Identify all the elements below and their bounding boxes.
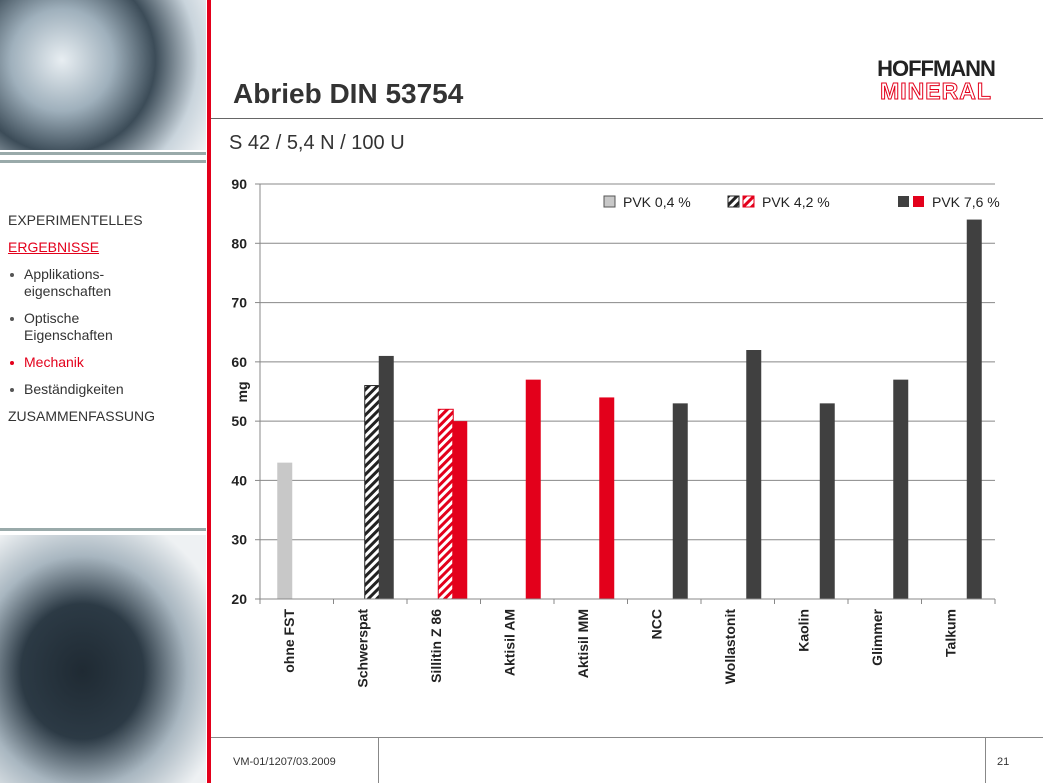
x-tick-label: Wollastonit — [722, 609, 738, 685]
separator — [985, 738, 986, 783]
x-tick-label: NCC — [648, 609, 664, 639]
nav-item[interactable]: Beständigkeiten — [8, 381, 154, 398]
page-number: 21 — [997, 756, 1009, 768]
nav-text: EXPERIMENTELLES — [8, 212, 143, 228]
bar — [526, 380, 541, 599]
legend-label: PVK 7,6 % — [932, 194, 1000, 210]
footer: VM-01/1207/03.2009 21 — [211, 737, 1043, 783]
bar — [820, 403, 835, 599]
nav-text: ZUSAMMENFASSUNG — [8, 408, 155, 424]
nav-text: ERGEBNISSE — [8, 239, 99, 255]
bullet — [10, 388, 14, 392]
legend-swatch — [898, 196, 909, 207]
legend-swatch — [728, 196, 739, 207]
nav-item[interactable]: ERGEBNISSE — [8, 239, 203, 256]
bar — [599, 397, 614, 599]
nav-text: Mechanik — [24, 354, 84, 370]
bullet — [10, 317, 14, 321]
x-tick-label: Aktisil AM — [501, 609, 517, 676]
navigation: EXPERIMENTELLES ERGEBNISSE Applikations- e… — [8, 212, 203, 435]
bar — [365, 386, 380, 599]
slide-subtitle: S 42 / 5,4 N / 100 U — [229, 132, 405, 155]
y-tick-label: 80 — [231, 235, 247, 251]
logo-text: MINERAL — [856, 80, 1016, 102]
nav-text: Beständigkeiten — [24, 381, 124, 397]
x-tick-label: Talkum — [942, 609, 958, 657]
x-tick-label: Schwerspat — [354, 609, 370, 688]
y-tick-label: 20 — [231, 591, 247, 607]
y-tick-label: 70 — [231, 295, 247, 311]
y-tick-label: 30 — [231, 532, 247, 548]
x-tick-label: Kaolin — [795, 609, 811, 652]
rule — [211, 118, 1043, 119]
y-tick-label: 90 — [231, 176, 247, 192]
logo-text: HOFFMANN — [856, 58, 1016, 80]
y-tick-label: 60 — [231, 354, 247, 370]
bar — [967, 220, 982, 599]
legend-swatch — [913, 196, 924, 207]
nav-item[interactable]: EXPERIMENTELLES — [8, 212, 203, 229]
bar — [673, 403, 688, 599]
sidebar: EXPERIMENTELLES ERGEBNISSE Applikations- e… — [0, 0, 206, 783]
nav-item[interactable]: Optische Eigenschaften — [8, 310, 154, 344]
bar — [893, 380, 908, 599]
legend-label: PVK 4,2 % — [762, 194, 830, 210]
x-tick-label: Glimmer — [869, 608, 885, 665]
bar — [438, 409, 453, 599]
footer-code: VM-01/1207/03.2009 — [233, 756, 336, 768]
nav-text: Applikations- eigenschaften — [24, 266, 111, 299]
legend-label: PVK 0,4 % — [623, 194, 691, 210]
separator — [378, 738, 379, 783]
nav-item[interactable]: ZUSAMMENFASSUNG — [8, 408, 203, 425]
nav-item[interactable]: Applikations- eigenschaften — [8, 266, 154, 300]
sidebar-image — [0, 0, 206, 150]
bullet — [10, 273, 14, 277]
y-tick-label: 50 — [231, 413, 247, 429]
y-axis-label: mg — [234, 382, 250, 403]
slide: EXPERIMENTELLES ERGEBNISSE Applikations- e… — [0, 0, 1043, 783]
chart: 20 30 40 50 60 70 80 90 mg ohne FST Schwerspat Sill… — [211, 160, 1043, 720]
x-tick-label: Aktisil MM — [575, 609, 591, 678]
bar — [746, 350, 761, 599]
logo: HOFFMANN MINERAL — [856, 58, 1016, 102]
x-tick-label: Sillitin Z 86 — [428, 609, 444, 683]
nav-item[interactable]: Mechanik — [8, 354, 154, 371]
stripe — [0, 152, 206, 155]
stripe — [0, 160, 206, 163]
bar — [277, 463, 292, 599]
slide-title: Abrieb DIN 53754 — [233, 78, 463, 110]
stripe — [0, 528, 206, 531]
y-tick-label: 40 — [231, 472, 247, 488]
bullet — [10, 361, 14, 365]
x-tick-label: ohne FST — [281, 609, 297, 673]
legend-swatch — [743, 196, 754, 207]
bar — [379, 356, 394, 599]
legend-swatch — [604, 196, 615, 207]
bar — [452, 421, 467, 599]
nav-text: Optische Eigenschaften — [24, 310, 113, 343]
sidebar-image — [0, 535, 206, 783]
